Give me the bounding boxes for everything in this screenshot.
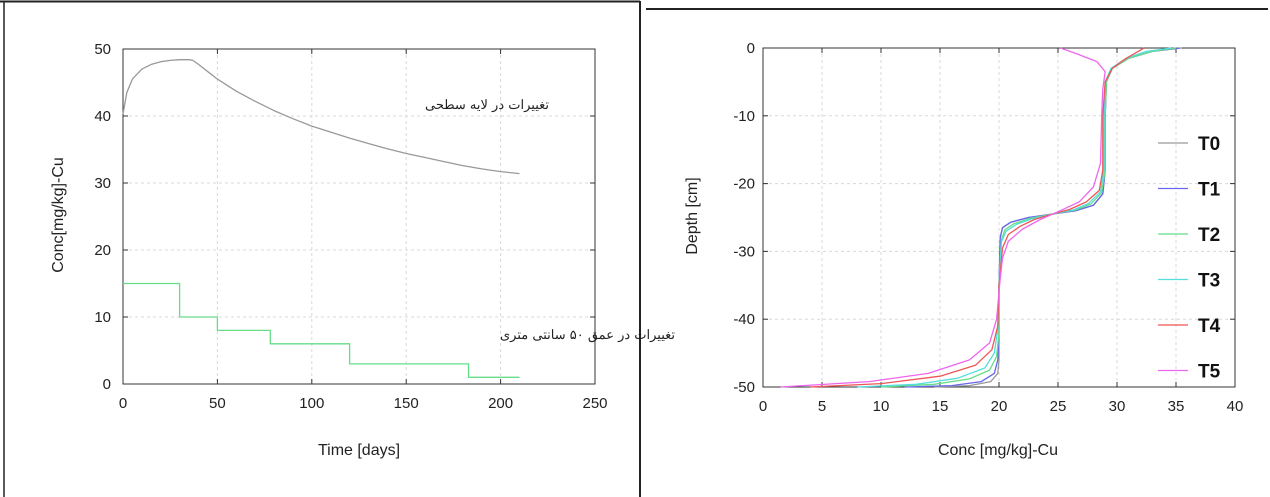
depth-50cm-annotation: تغییرات در عمق ۵۰ سانتی متری bbox=[500, 328, 675, 343]
x-tick-label: 5 bbox=[818, 398, 826, 415]
depth-profile-chart: 0 5 10 15 20 25 30 35 400-10-20-30-40-50 T0T1T2T… bbox=[684, 40, 1243, 459]
x-tick-label: 100 bbox=[299, 395, 324, 412]
y-tick-label: 0 bbox=[103, 376, 111, 393]
series-line-t4 bbox=[810, 47, 1145, 388]
legend-label-t4: T4 bbox=[1198, 316, 1221, 337]
y-axis-label: Conc[mg/kg]-Cu bbox=[50, 157, 67, 273]
series-line-0 bbox=[122, 59, 520, 175]
tick-labels: 0 5 10 15 20 25 30 35 40 0 -10 -20 -30 -40 -50 bbox=[733, 40, 1243, 415]
surface-layer-annotation: تغییرات در لایه سطحی bbox=[425, 98, 549, 113]
y-tick-label: 30 bbox=[94, 175, 111, 192]
tick-labels: 0 50 100 150 200 250 0 10 20 30 40 50 bbox=[94, 41, 607, 412]
x-tick-label: 0 bbox=[119, 395, 127, 412]
y-axis-label: Depth [cm] bbox=[684, 177, 701, 254]
x-tick-label: 250 bbox=[582, 395, 607, 412]
plot-frame bbox=[122, 48, 596, 385]
x-axis-label: Time [days] bbox=[318, 442, 400, 459]
axes bbox=[122, 48, 596, 385]
plot-frame bbox=[762, 47, 1236, 388]
y-tick-label: -10 bbox=[733, 108, 755, 125]
series-line-t3 bbox=[857, 47, 1172, 388]
legend-label-t1: T1 bbox=[1198, 180, 1221, 201]
x-tick-label: 0 bbox=[759, 398, 767, 415]
series-line-1 bbox=[123, 282, 520, 378]
x-tick-label: 40 bbox=[1227, 398, 1244, 415]
left-panel-frame bbox=[0, 0, 641, 497]
axes bbox=[762, 47, 1236, 388]
y-tick-label: 50 bbox=[94, 41, 111, 58]
x-tick-label: 20 bbox=[991, 398, 1008, 415]
y-tick-label: -50 bbox=[733, 379, 755, 396]
x-tick-label: 35 bbox=[1168, 398, 1185, 415]
legend-label-t0: T0 bbox=[1198, 134, 1220, 155]
y-tick-label: -40 bbox=[733, 311, 755, 328]
x-tick-label: 10 bbox=[873, 398, 890, 415]
x-tick-label: 150 bbox=[394, 395, 419, 412]
y-tick-label: 20 bbox=[94, 242, 111, 259]
x-tick-label: 200 bbox=[488, 395, 513, 412]
legend-label-t2: T2 bbox=[1198, 225, 1220, 246]
y-tick-label: 0 bbox=[747, 40, 755, 57]
y-tick-label: 10 bbox=[94, 309, 111, 326]
legend-label-t3: T3 bbox=[1198, 271, 1220, 292]
series-layer bbox=[780, 47, 1182, 388]
legend-label-t5: T5 bbox=[1198, 362, 1221, 383]
x-tick-label: 50 bbox=[209, 395, 226, 412]
x-axis-label: Conc [mg/kg]-Cu bbox=[938, 442, 1058, 459]
y-tick-label: -30 bbox=[733, 243, 755, 260]
series-layer bbox=[122, 59, 520, 378]
x-tick-label: 30 bbox=[1109, 398, 1126, 415]
x-tick-label: 15 bbox=[932, 398, 949, 415]
y-tick-label: 40 bbox=[94, 108, 111, 125]
x-tick-label: 25 bbox=[1050, 398, 1067, 415]
y-tick-label: -20 bbox=[733, 176, 755, 193]
legend: T0 T1 T2 T3 T4 T5 bbox=[1158, 134, 1221, 383]
time-series-chart: 0 50 100 150 200 250 0 10 20 30 40 50 Time [days] C… bbox=[50, 41, 675, 459]
series-line-t5 bbox=[780, 47, 1106, 388]
